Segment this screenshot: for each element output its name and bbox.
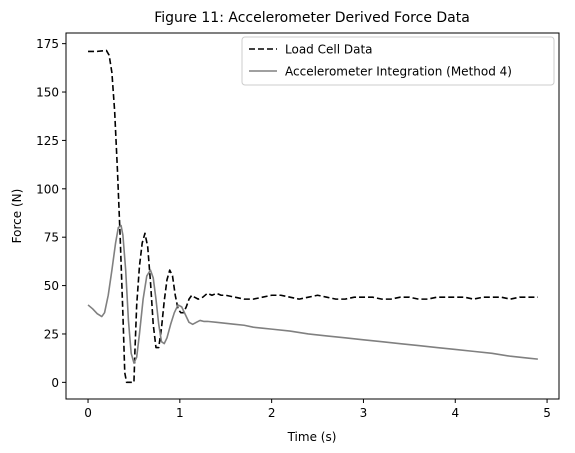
- y-axis-label: Force (N): [10, 189, 24, 244]
- x-tick-label: 4: [451, 406, 459, 420]
- series-line-0: [88, 49, 538, 384]
- y-tick-label: 125: [36, 134, 59, 148]
- y-tick-label: 100: [36, 182, 59, 196]
- y-axis: 0 25 50 75 100 125 150 175: [36, 37, 66, 390]
- legend-label-accelerometer: Accelerometer Integration (Method 4): [285, 65, 512, 79]
- plot-area: [65, 32, 560, 400]
- y-tick-label: 50: [44, 279, 59, 293]
- y-tick-label: 175: [36, 37, 59, 51]
- plot-frame: [65, 32, 560, 400]
- series-layer: [87, 49, 538, 384]
- legend: Load Cell Data Accelerometer Integration…: [241, 36, 555, 86]
- x-tick-label: 5: [543, 406, 551, 420]
- legend-label-load-cell: Load Cell Data: [285, 43, 373, 57]
- x-tick-label: 1: [176, 406, 184, 420]
- x-axis: 0 1 2 3 4 5: [84, 399, 551, 420]
- x-axis-label: Time (s): [287, 430, 337, 444]
- y-tick-label: 150: [36, 86, 59, 100]
- y-tick-label: 0: [51, 376, 59, 390]
- series-line-1: [87, 224, 538, 364]
- x-tick-label: 2: [268, 406, 276, 420]
- y-tick-label: 75: [44, 231, 59, 245]
- x-tick-label: 0: [84, 406, 92, 420]
- legend-box: [241, 36, 555, 86]
- x-tick-label: 3: [360, 406, 368, 420]
- chart-title: Figure 11: Accelerometer Derived Force D…: [154, 10, 470, 26]
- y-tick-label: 25: [44, 327, 59, 341]
